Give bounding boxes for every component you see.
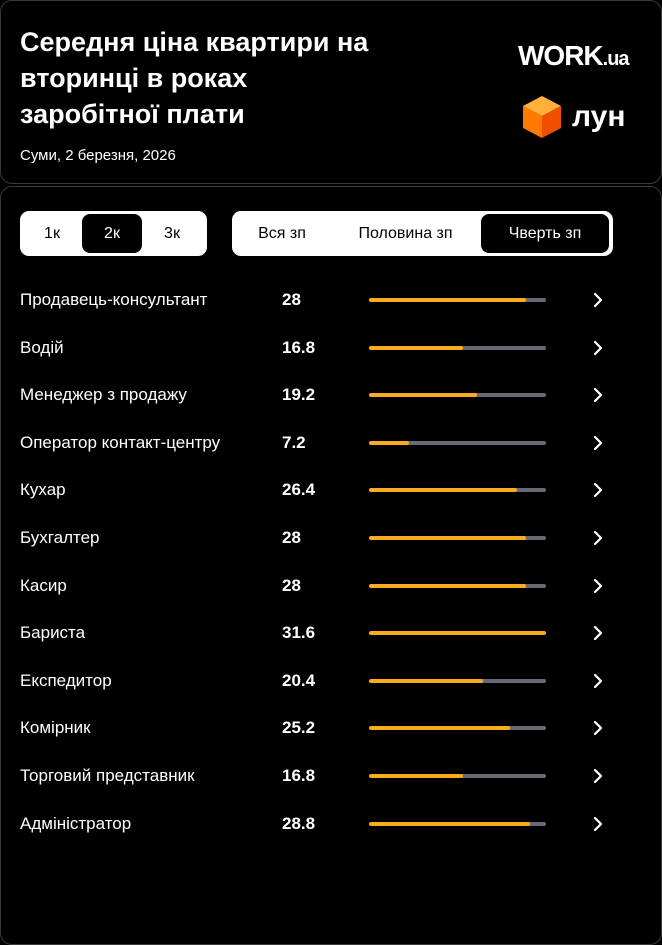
list-item[interactable]: Експедитор 20.4 bbox=[0, 666, 662, 696]
chevron-right-icon[interactable] bbox=[590, 482, 606, 498]
profession-name: Менеджер з продажу bbox=[20, 385, 187, 404]
profession-name: Оператор контакт-центру bbox=[20, 433, 221, 452]
chevron-right-icon[interactable] bbox=[590, 387, 606, 403]
list-item[interactable]: Комірник 25.2 bbox=[0, 713, 662, 743]
years-bar-fill bbox=[369, 536, 526, 540]
salary-option-quarter[interactable]: Чверть зп bbox=[481, 214, 609, 253]
years-bar-fill bbox=[369, 726, 511, 730]
profession-name: Продавець-консультант bbox=[20, 290, 208, 309]
years-bar bbox=[369, 298, 546, 302]
profession-name: Комірник bbox=[20, 718, 91, 737]
years-bar bbox=[369, 822, 546, 826]
chevron-right-icon[interactable] bbox=[590, 292, 606, 308]
years-value: 19.2 bbox=[282, 385, 316, 404]
years-value: 26.4 bbox=[282, 480, 316, 499]
salary-option-full[interactable]: Вся зп bbox=[258, 224, 306, 242]
years-value: 7.2 bbox=[282, 433, 306, 452]
chevron-right-icon[interactable] bbox=[590, 625, 606, 641]
header-card bbox=[0, 0, 662, 184]
list-item[interactable]: Водій 16.8 bbox=[0, 333, 662, 363]
profession-name: Адміністратор bbox=[20, 814, 132, 833]
profession-name: Касир bbox=[20, 576, 67, 595]
list-item[interactable]: Касир 28 bbox=[0, 571, 662, 601]
years-bar bbox=[369, 346, 546, 350]
salary-option-half[interactable]: Половина зп bbox=[358, 224, 453, 242]
years-bar-fill bbox=[369, 631, 546, 635]
list-item[interactable]: Менеджер з продажу 19.2 bbox=[0, 380, 662, 410]
years-bar-fill bbox=[369, 441, 410, 445]
years-bar bbox=[369, 679, 546, 683]
list-item[interactable]: Бухгалтер 28 bbox=[0, 523, 662, 553]
lun-logo-text: лун bbox=[572, 100, 626, 133]
chevron-right-icon[interactable] bbox=[590, 673, 606, 689]
years-value: 16.8 bbox=[282, 766, 316, 785]
main-card bbox=[0, 186, 662, 945]
chevron-right-icon[interactable] bbox=[590, 816, 606, 832]
list-item[interactable]: Торговий представник 16.8 bbox=[0, 761, 662, 791]
years-value: 28 bbox=[282, 290, 301, 309]
list-item[interactable]: Бариста 31.6 bbox=[0, 618, 662, 648]
page-title: Середня ціна квартири на вторинці в рока… bbox=[20, 27, 369, 129]
years-value: 31.6 bbox=[282, 623, 316, 642]
years-value: 28 bbox=[282, 576, 301, 595]
work-ua-logo: WORK.ua bbox=[518, 40, 630, 72]
location-date: Суми, 2 березня, 2026 bbox=[20, 147, 176, 164]
years-bar-fill bbox=[369, 822, 531, 826]
room-option-2k[interactable]: 2к bbox=[82, 214, 142, 253]
years-bar bbox=[369, 584, 546, 588]
years-bar-fill bbox=[369, 346, 464, 350]
room-option-1k[interactable]: 1к bbox=[44, 224, 60, 242]
years-bar-fill bbox=[369, 488, 517, 492]
years-value: 25.2 bbox=[282, 718, 316, 737]
list-item[interactable]: Адміністратор 28.8 bbox=[0, 809, 662, 839]
chevron-right-icon[interactable] bbox=[590, 768, 606, 784]
chevron-right-icon[interactable] bbox=[590, 435, 606, 451]
room-option-3k[interactable]: 3к bbox=[164, 224, 180, 242]
years-value: 16.8 bbox=[282, 338, 316, 357]
chevron-right-icon[interactable] bbox=[590, 578, 606, 594]
years-bar-fill bbox=[369, 298, 526, 302]
profession-name: Кухар bbox=[20, 480, 66, 499]
years-bar bbox=[369, 726, 546, 730]
work-ua-logo-text: WORK bbox=[518, 40, 604, 71]
profession-name: Експедитор bbox=[20, 671, 112, 690]
list-item[interactable]: Продавець-консультант 28 bbox=[0, 285, 662, 315]
chevron-right-icon[interactable] bbox=[590, 340, 606, 356]
years-bar-fill bbox=[369, 679, 484, 683]
years-value: 28.8 bbox=[282, 814, 316, 833]
lun-logo: лун bbox=[522, 93, 625, 141]
years-bar-fill bbox=[369, 584, 526, 588]
years-value: 28 bbox=[282, 528, 301, 547]
profession-name: Бариста bbox=[20, 623, 86, 642]
chevron-right-icon[interactable] bbox=[590, 720, 606, 736]
years-bar bbox=[369, 393, 546, 397]
profession-name: Бухгалтер bbox=[20, 528, 100, 547]
years-bar bbox=[369, 488, 546, 492]
years-bar bbox=[369, 774, 546, 778]
work-ua-logo-suffix: .ua bbox=[602, 48, 630, 70]
list-item[interactable]: Оператор контакт-центру 7.2 bbox=[0, 428, 662, 458]
salary-share-selector: Вся зп Половина зп Чверть зп bbox=[232, 211, 613, 256]
years-bar bbox=[369, 631, 546, 635]
profession-name: Торговий представник bbox=[20, 766, 195, 785]
list-item[interactable]: Кухар 26.4 bbox=[0, 475, 662, 505]
years-bar bbox=[369, 441, 546, 445]
years-bar bbox=[369, 536, 546, 540]
lun-cube-icon bbox=[523, 96, 561, 138]
chevron-right-icon[interactable] bbox=[590, 530, 606, 546]
years-bar-fill bbox=[369, 774, 464, 778]
years-value: 20.4 bbox=[282, 671, 316, 690]
years-bar-fill bbox=[369, 393, 477, 397]
profession-name: Водій bbox=[20, 338, 64, 357]
room-count-selector: 1к 2к 3к bbox=[20, 211, 207, 256]
